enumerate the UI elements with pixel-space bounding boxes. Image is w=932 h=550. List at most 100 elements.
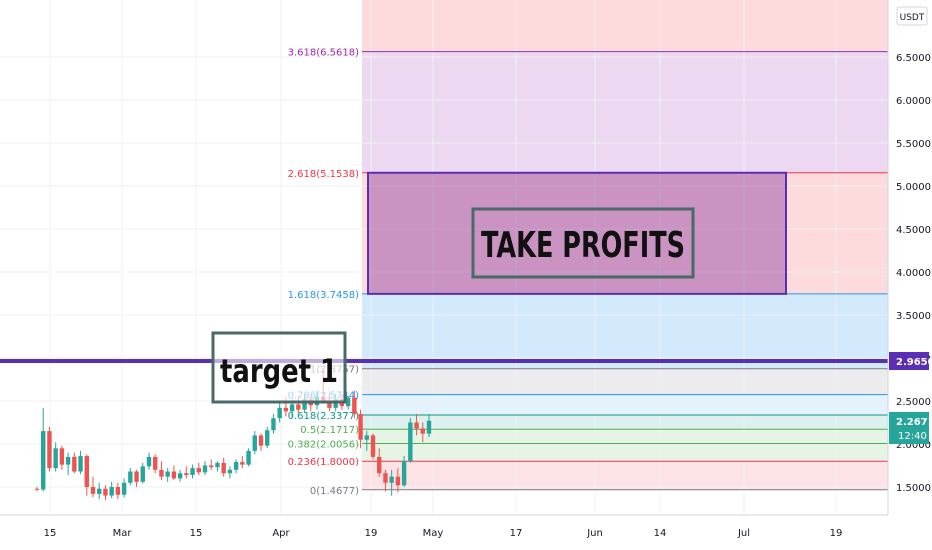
candle-body — [202, 465, 208, 473]
candle-body — [395, 476, 401, 486]
price-tick-label: 2.5000 — [896, 397, 931, 408]
candle-body — [109, 487, 114, 496]
time-tick-label: 19 — [830, 528, 843, 539]
fib-label: 1.618(3.7458) — [288, 290, 360, 301]
candle-body — [283, 407, 289, 412]
price-axis[interactable]: 1.50002.00002.50003.00003.50004.00004.50… — [887, 0, 932, 550]
currency-badge[interactable] — [896, 6, 928, 26]
candle-body — [196, 468, 201, 473]
candle-body — [171, 471, 177, 479]
candle-body — [190, 468, 195, 475]
current-price-tag — [889, 412, 929, 444]
candle-body — [246, 450, 251, 465]
fib-zone-2 — [362, 429, 888, 444]
candle-body — [258, 435, 264, 446]
candle-body — [352, 397, 357, 414]
candle-body — [134, 471, 139, 482]
candle-body — [159, 469, 164, 477]
candle-body — [252, 435, 257, 451]
candle-body — [364, 435, 369, 440]
candle-body — [358, 413, 363, 440]
fib-label: 0.382(2.0056) — [288, 440, 360, 451]
fib-zones — [362, 0, 888, 490]
hline-price-tag — [889, 352, 929, 371]
candle-body — [227, 469, 233, 474]
candle-body — [121, 482, 127, 495]
candle-body — [59, 448, 65, 465]
price-tick-label: 5.0000 — [896, 182, 931, 193]
candle-body — [265, 430, 270, 446]
time-tick-label: 15 — [44, 528, 57, 539]
candle-body — [401, 461, 407, 486]
candle-body — [47, 431, 52, 469]
candle-body — [296, 404, 301, 410]
take-profit-label-box — [471, 207, 695, 279]
fib-label: 0.236(1.8000) — [288, 457, 360, 468]
candle-body — [377, 456, 382, 474]
price-tick-label: 3.5000 — [896, 311, 931, 322]
fib-label: 0.618(2.3377) — [288, 411, 360, 422]
candle-body — [41, 431, 46, 490]
candle-body — [289, 404, 295, 412]
candle-body — [333, 399, 338, 408]
time-tick-label: Jun — [586, 528, 603, 539]
candle-body — [383, 473, 388, 483]
candle-body — [78, 456, 83, 472]
time-tick-label: 15 — [190, 528, 203, 539]
time-tick-label: 19 — [365, 528, 378, 539]
fib-label: 0.5(2.1717) — [300, 425, 359, 436]
candle-body — [277, 407, 282, 419]
fib-zone-3 — [362, 414, 888, 430]
price-tick-label: 4.0000 — [896, 268, 931, 279]
price-axis-bg — [888, 0, 932, 550]
price-tick-label: 2.0000 — [896, 440, 931, 451]
candle-body — [103, 488, 108, 496]
fib-zone-1 — [362, 443, 888, 462]
candle-body — [128, 471, 133, 483]
candle-body — [165, 471, 170, 477]
candle-body — [97, 488, 102, 494]
candle-body — [84, 456, 89, 487]
fib-zone-7 — [362, 172, 888, 294]
time-tick-label: May — [423, 528, 444, 539]
take-profit-label: TAKE PROFITS — [481, 225, 685, 266]
currency-label: USDT — [900, 13, 925, 23]
candle-body — [153, 456, 158, 470]
price-tick-label: 5.5000 — [896, 139, 931, 150]
price-tick-label: 4.5000 — [896, 225, 931, 236]
candle-body — [271, 418, 276, 431]
fib-label: 3.618(6.5618) — [288, 48, 360, 59]
target-label-box — [211, 331, 347, 404]
candle-body — [209, 465, 214, 468]
candle-body — [90, 487, 96, 494]
fib-zone-0 — [362, 461, 888, 490]
take-profit-box — [367, 171, 787, 295]
fib-zone-4 — [362, 394, 888, 415]
candle-body — [389, 476, 394, 483]
hline-price-label: 2.9650 — [896, 357, 932, 368]
candle-body — [327, 401, 332, 408]
candle-body — [53, 448, 58, 469]
candle-body — [408, 422, 413, 462]
candle-body — [215, 462, 220, 468]
candle-body — [302, 399, 307, 410]
current-price-label: 2.2671 — [896, 417, 932, 428]
candle-body — [140, 466, 145, 482]
time-tick-label: Apr — [272, 528, 290, 539]
fib-zone-top — [362, 0, 888, 52]
candle-body — [414, 422, 419, 429]
fib-zone-6 — [362, 293, 888, 369]
fib-label: 0(1.4677) — [310, 486, 359, 497]
candle-body — [345, 397, 351, 407]
candle-body — [72, 456, 77, 472]
candle-body — [184, 473, 189, 475]
price-tick-label: 1.5000 — [896, 483, 931, 494]
take-profit-area: TAKE PROFITS — [367, 171, 787, 295]
fib-zone-5 — [362, 368, 888, 395]
time-axis[interactable]: 15 Mar 15 Apr 19 May 17 Jun 14 Jul 19 — [0, 514, 888, 539]
candle-body — [233, 462, 239, 470]
price-tick-label: 6.0000 — [896, 96, 931, 107]
candle-body — [370, 435, 376, 457]
